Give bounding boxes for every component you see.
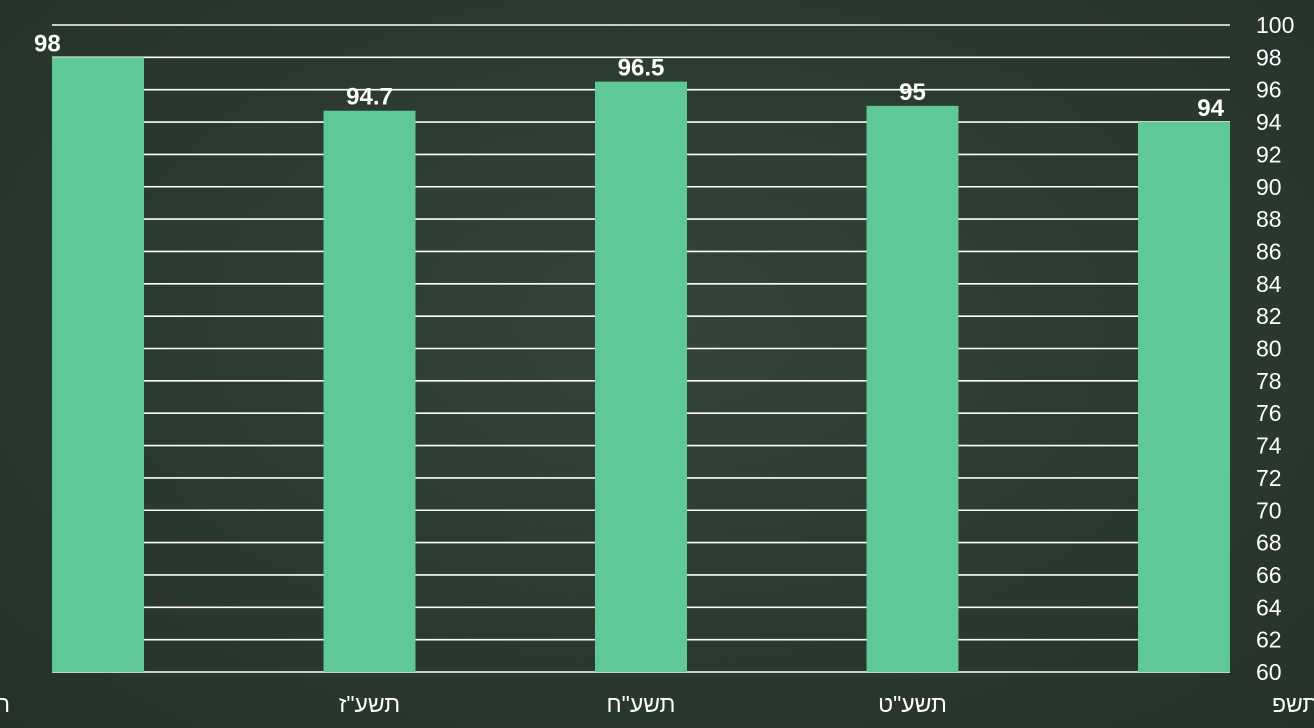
y-tick-label: 92 (1256, 141, 1282, 167)
y-tick-label: 100 (1256, 12, 1294, 38)
category-label: תשפ (1272, 691, 1314, 717)
bar (52, 57, 144, 673)
y-tick-label: 88 (1256, 206, 1282, 232)
y-tick-label: 80 (1256, 336, 1282, 362)
data-label: 96.5 (618, 55, 665, 82)
bar (866, 105, 959, 672)
bar (323, 110, 416, 673)
y-tick-label: 90 (1256, 174, 1282, 200)
data-label: 94.7 (346, 84, 393, 111)
x-axis-category-labels: תשע"ו תשע"ז תשע"ח תשע"ט תשפ (0, 691, 1314, 717)
y-tick-label: 94 (1256, 109, 1282, 135)
data-labels: 98 94.7 96.5 95 94 (34, 30, 1225, 122)
category-label: תשע"ט (878, 691, 947, 717)
y-tick-label: 82 (1256, 303, 1282, 329)
y-axis-tick-labels: 60 62 64 66 68 70 72 74 76 78 80 82 84 86 88 90 92 94 96 98… (1256, 12, 1294, 685)
y-tick-label: 96 (1256, 77, 1282, 103)
data-label: 98 (34, 30, 61, 57)
y-tick-label: 84 (1256, 271, 1282, 297)
bars (52, 57, 1230, 673)
y-tick-label: 66 (1256, 562, 1282, 588)
data-label: 94 (1197, 95, 1224, 122)
y-tick-label: 72 (1256, 465, 1282, 491)
category-label: תשע"ז (339, 691, 400, 717)
y-tick-label: 62 (1256, 627, 1282, 653)
data-label: 95 (899, 79, 926, 106)
category-label: תשע"ח (607, 691, 676, 717)
y-tick-label: 98 (1256, 44, 1282, 70)
bar (1138, 122, 1230, 673)
y-tick-label: 64 (1256, 594, 1282, 620)
y-tick-label: 74 (1256, 433, 1282, 459)
y-tick-label: 78 (1256, 368, 1282, 394)
y-tick-label: 60 (1256, 659, 1282, 685)
y-tick-label: 70 (1256, 497, 1282, 523)
y-tick-label: 68 (1256, 530, 1282, 556)
y-tick-label: 86 (1256, 238, 1282, 264)
bar (595, 81, 687, 673)
category-label: תשע"ו (0, 691, 10, 717)
y-tick-label: 76 (1256, 400, 1282, 426)
